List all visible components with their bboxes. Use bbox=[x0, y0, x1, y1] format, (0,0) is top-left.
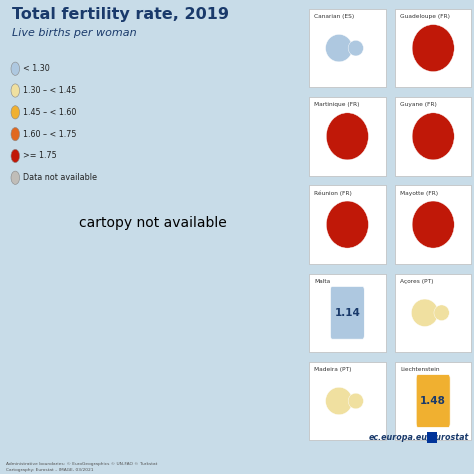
Text: < 1.30: < 1.30 bbox=[23, 64, 50, 73]
Ellipse shape bbox=[348, 393, 364, 409]
Bar bbox=[395, 362, 472, 440]
Text: Total fertility rate, 2019: Total fertility rate, 2019 bbox=[12, 7, 229, 22]
Circle shape bbox=[11, 62, 19, 75]
Text: Data not available: Data not available bbox=[23, 173, 97, 182]
Ellipse shape bbox=[412, 25, 454, 72]
Text: Madeira (PT): Madeira (PT) bbox=[314, 367, 352, 372]
Bar bbox=[395, 273, 472, 352]
Circle shape bbox=[11, 149, 19, 163]
Bar bbox=[309, 362, 386, 440]
Circle shape bbox=[11, 171, 19, 184]
Text: Réunion (FR): Réunion (FR) bbox=[314, 191, 352, 196]
Text: Mayotte (FR): Mayotte (FR) bbox=[400, 191, 438, 196]
Text: Administrative boundaries: © EuroGeographics © UN-FAO © Turkstat
Cartography: Eu: Administrative boundaries: © EuroGeograp… bbox=[6, 463, 157, 472]
Text: Açores (PT): Açores (PT) bbox=[400, 279, 433, 284]
Ellipse shape bbox=[412, 113, 454, 160]
Bar bbox=[395, 97, 472, 175]
Ellipse shape bbox=[326, 201, 368, 248]
Text: 1.30 – < 1.45: 1.30 – < 1.45 bbox=[23, 86, 76, 95]
Text: Live births per woman: Live births per woman bbox=[12, 28, 137, 38]
Ellipse shape bbox=[326, 387, 352, 415]
Text: Guyane (FR): Guyane (FR) bbox=[400, 102, 437, 108]
Text: Martinique (FR): Martinique (FR) bbox=[314, 102, 360, 108]
Text: Canarian (ES): Canarian (ES) bbox=[314, 14, 355, 19]
Ellipse shape bbox=[348, 40, 364, 56]
Ellipse shape bbox=[326, 113, 368, 160]
Circle shape bbox=[11, 106, 19, 119]
Bar bbox=[395, 9, 472, 87]
Text: Guadeloupe (FR): Guadeloupe (FR) bbox=[400, 14, 450, 19]
Text: 1.45 – < 1.60: 1.45 – < 1.60 bbox=[23, 108, 76, 117]
Text: Malta: Malta bbox=[314, 279, 330, 284]
FancyBboxPatch shape bbox=[330, 286, 365, 339]
Bar bbox=[309, 97, 386, 175]
Text: 1.14: 1.14 bbox=[335, 308, 360, 318]
Bar bbox=[309, 9, 386, 87]
Ellipse shape bbox=[434, 305, 449, 320]
Circle shape bbox=[11, 84, 19, 97]
Text: cartopy not available: cartopy not available bbox=[79, 216, 227, 230]
Bar bbox=[427, 432, 437, 443]
Ellipse shape bbox=[412, 201, 454, 248]
Bar bbox=[309, 185, 386, 264]
Bar bbox=[309, 273, 386, 352]
Circle shape bbox=[11, 128, 19, 141]
Text: Liechtenstein: Liechtenstein bbox=[400, 367, 439, 372]
Ellipse shape bbox=[326, 35, 352, 62]
Text: 1.48: 1.48 bbox=[420, 396, 446, 406]
Text: 1.60 – < 1.75: 1.60 – < 1.75 bbox=[23, 130, 76, 138]
FancyBboxPatch shape bbox=[416, 374, 450, 428]
Bar bbox=[395, 185, 472, 264]
Text: >= 1.75: >= 1.75 bbox=[23, 152, 57, 160]
Ellipse shape bbox=[411, 299, 438, 327]
Text: ec.europa.eu/eurostat: ec.europa.eu/eurostat bbox=[369, 433, 469, 442]
